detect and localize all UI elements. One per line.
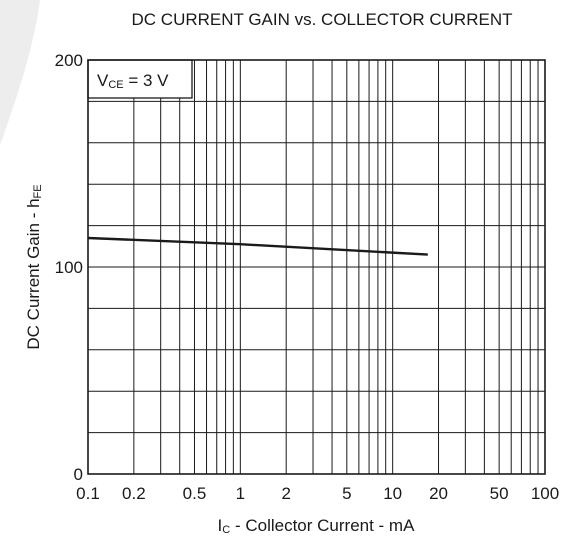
x-tick-label: 1 <box>236 484 245 503</box>
corner-decoration <box>0 0 40 145</box>
annotation: VCE = 3 V <box>87 59 193 99</box>
series-layer <box>87 236 428 256</box>
x-tick-label: 0.5 <box>183 484 207 503</box>
chart-title: DC CURRENT GAIN vs. COLLECTOR CURRENT <box>132 10 513 29</box>
annotation-label: VCE = 3 V <box>97 71 169 91</box>
x-axis-label: IC - Collector Current - mA <box>218 516 416 536</box>
x-tick-label: 20 <box>429 484 448 503</box>
x-tick-label: 50 <box>490 484 509 503</box>
y-axis-label: DC Current Gain - hFE <box>24 184 44 349</box>
y-tick-label: 0 <box>74 465 83 484</box>
x-tick-label: 100 <box>531 484 559 503</box>
x-tick-labels: 0.1 0.2 0.5 1 2 5 10 20 50 100 <box>76 484 559 503</box>
x-tick-label: 0.1 <box>76 484 100 503</box>
x-tick-label: 5 <box>342 484 351 503</box>
series-line <box>87 236 428 256</box>
x-tick-label: 2 <box>281 484 290 503</box>
x-tick-label: 10 <box>383 484 402 503</box>
plot-frame <box>87 59 546 475</box>
y-tick-label: 200 <box>55 51 83 70</box>
y-tick-labels: 0 100 200 <box>55 51 83 484</box>
x-tick-label: 0.2 <box>122 484 146 503</box>
y-tick-label: 100 <box>55 258 83 277</box>
grid <box>88 60 545 474</box>
